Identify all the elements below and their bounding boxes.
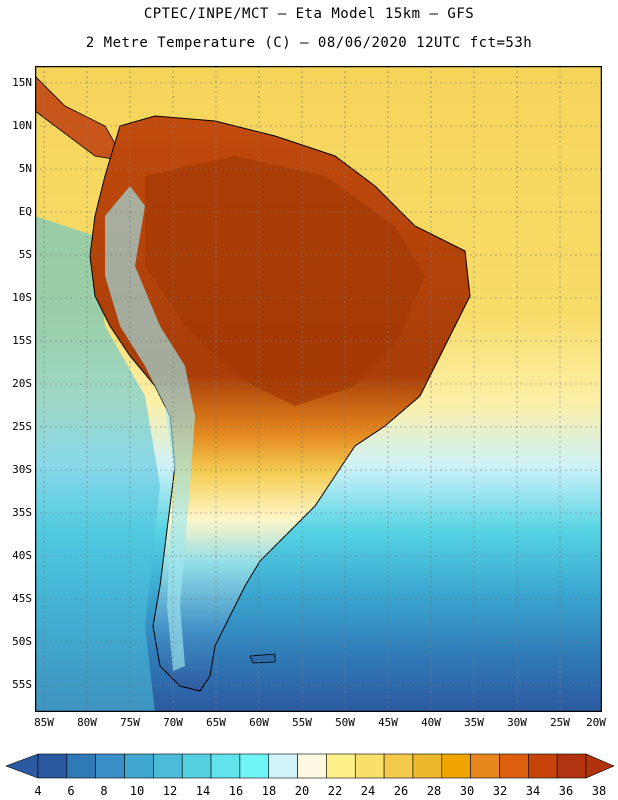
colorbar-swatch [470, 753, 500, 779]
lat-label: 5S [18, 248, 32, 261]
colorbar-label: 34 [525, 784, 541, 798]
lat-label: 40S [12, 549, 32, 562]
colorbar-swatch [528, 753, 558, 779]
colorbar-label: 24 [360, 784, 376, 798]
pacific-cool-band [35, 216, 160, 712]
colorbar-swatch [297, 753, 327, 779]
lat-label: 10S [12, 291, 32, 304]
colorbar-swatch [66, 753, 96, 779]
temperature-colorbar [5, 753, 615, 779]
colorbar-high-arrow [585, 753, 615, 779]
lat-label: 10N [12, 119, 32, 132]
colorbar-swatch [37, 753, 68, 779]
colorbar-swatch [181, 753, 212, 779]
lon-label: 30W [507, 716, 527, 729]
colorbar-swatch [383, 753, 414, 779]
map-title: CPTEC/INPE/MCT – Eta Model 15km – GFS [143, 6, 475, 22]
colorbar-swatch [124, 753, 154, 779]
colorbar-swatch [268, 753, 298, 779]
lat-label: 45S [12, 592, 32, 605]
colorbar-label: 38 [591, 784, 607, 798]
colorbar-label: 10 [129, 784, 145, 798]
colorbar-label: 26 [393, 784, 409, 798]
colorbar-swatch [441, 753, 471, 779]
colorbar-swatch [153, 753, 183, 779]
lon-label: 65W [206, 716, 226, 729]
colorbar-swatch [210, 753, 241, 779]
lon-label: 75W [120, 716, 140, 729]
colorbar-swatch [354, 753, 385, 779]
colorbar-low-arrow [5, 753, 39, 779]
map-border [35, 66, 602, 712]
lon-label: 60W [249, 716, 269, 729]
lat-label: 5N [18, 162, 32, 175]
lon-label: 40W [421, 716, 441, 729]
lat-label: 50S [12, 635, 32, 648]
lat-label: 30S [12, 463, 32, 476]
colorbar-label: 20 [294, 784, 310, 798]
lon-label: 80W [77, 716, 97, 729]
lon-label: 50W [335, 716, 355, 729]
lat-label: 15S [12, 334, 32, 347]
lon-label: 20W [586, 716, 606, 729]
temperature-map [35, 66, 602, 712]
lon-label: 45W [378, 716, 398, 729]
falkland-islands [249, 653, 276, 664]
lat-label: 15N [12, 76, 32, 89]
lon-label: 35W [464, 716, 484, 729]
colorbar-label: 32 [492, 784, 508, 798]
amazon-hot-core [145, 156, 425, 406]
andes-cool-strip [105, 186, 195, 671]
colorbar-label: 30 [459, 784, 475, 798]
colorbar-label: 8 [100, 784, 108, 798]
lat-label: 25S [12, 420, 32, 433]
lon-label: 85W [34, 716, 54, 729]
lat-label: 55S [12, 678, 32, 691]
lon-label: 55W [292, 716, 312, 729]
lat-label: EQ [18, 205, 32, 218]
colorbar-swatch [412, 753, 443, 779]
lat-label: 20S [12, 377, 32, 390]
colorbar-label: 18 [261, 784, 277, 798]
colorbar-label: 28 [426, 784, 442, 798]
colorbar-swatch [239, 753, 270, 779]
colorbar-label: 12 [162, 784, 178, 798]
map-subtitle: 2 Metre Temperature (C) – 08/06/2020 12U… [85, 35, 533, 51]
colorbar-label: 14 [195, 784, 211, 798]
colorbar-swatch [499, 753, 529, 779]
colorbar-swatch [326, 753, 356, 779]
colorbar-label: 4 [34, 784, 42, 798]
lon-label: 70W [163, 716, 183, 729]
colorbar-label: 22 [327, 784, 343, 798]
lat-label: 35S [12, 506, 32, 519]
colorbar-label: 16 [228, 784, 244, 798]
colorbar-swatch [556, 753, 587, 779]
lon-label: 25W [550, 716, 570, 729]
colorbar-label: 6 [67, 784, 75, 798]
colorbar-swatch [95, 753, 125, 779]
colorbar-label: 36 [558, 784, 574, 798]
